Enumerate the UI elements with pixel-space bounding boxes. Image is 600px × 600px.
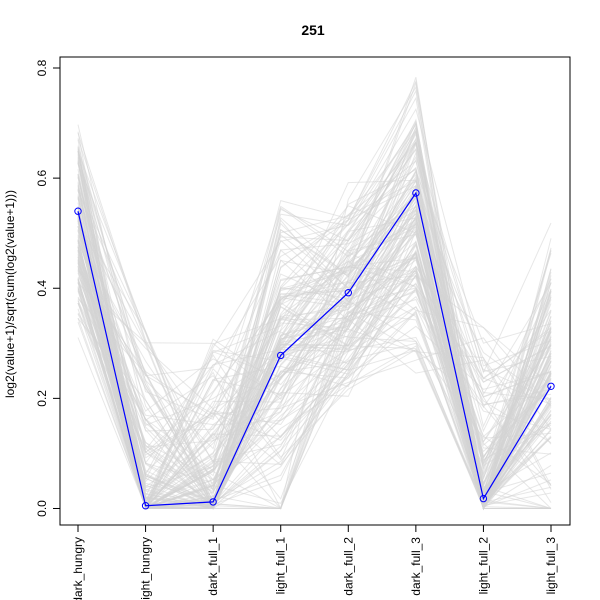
x-tick-label: light_full_1: [274, 537, 288, 595]
x-tick-label: dark_full_1: [206, 537, 220, 596]
chart-title: 251: [301, 22, 325, 38]
background-line: [77, 170, 552, 509]
y-axis-label: log2(value+1)/sqrt(sum(log2(value+1))): [3, 190, 17, 398]
highlight-point: [479, 494, 488, 503]
background-line: [77, 266, 552, 510]
highlight-point: [209, 498, 217, 506]
background-line: [77, 212, 552, 476]
background-line: [77, 275, 552, 510]
x-tick-label: dark_full_2: [341, 537, 355, 596]
background-line: [77, 150, 552, 511]
highlight-line: [77, 191, 552, 507]
background-line: [77, 250, 552, 430]
y-tick-label: 0.2: [35, 390, 49, 407]
background-line: [77, 219, 552, 506]
background-line: [77, 246, 552, 506]
x-tick-label: light_hungry: [139, 537, 153, 600]
background-line: [77, 225, 552, 508]
highlight-point: [547, 382, 555, 390]
highlight-point: [74, 207, 82, 215]
x-axis: dark_hungry light_hungry dark_full_1 light_…: [71, 524, 558, 600]
highlight-point: [344, 289, 352, 297]
highlight-point: [412, 189, 420, 197]
x-tick-label: dark_hungry: [71, 537, 85, 600]
background-line: [77, 196, 552, 509]
x-tick-label: light_full_2: [476, 537, 490, 595]
background-line: [77, 169, 552, 510]
background-line: [77, 241, 552, 481]
y-tick-label: 0.8: [35, 59, 49, 76]
x-tick-label: dark_full_3: [409, 537, 423, 596]
background-line: [77, 211, 552, 510]
x-tick-label: light_full_3: [544, 537, 558, 595]
background-line: [77, 184, 552, 510]
background-line: [77, 262, 552, 426]
y-tick-label: 0.4: [35, 280, 49, 297]
background-line: [77, 336, 552, 508]
background-line: [77, 120, 552, 508]
background-line: [77, 268, 552, 430]
y-tick-label: 0.0: [35, 500, 49, 517]
background-lines: [77, 77, 552, 511]
background-line: [77, 155, 552, 495]
background-line: [77, 206, 552, 510]
highlight-series: [74, 189, 555, 510]
y-tick-label: 0.6: [35, 169, 49, 186]
highlight-point: [277, 351, 285, 360]
highlight-point: [141, 502, 150, 510]
y-axis: 0.0 0.2 0.4 0.6 0.8: [35, 59, 61, 517]
